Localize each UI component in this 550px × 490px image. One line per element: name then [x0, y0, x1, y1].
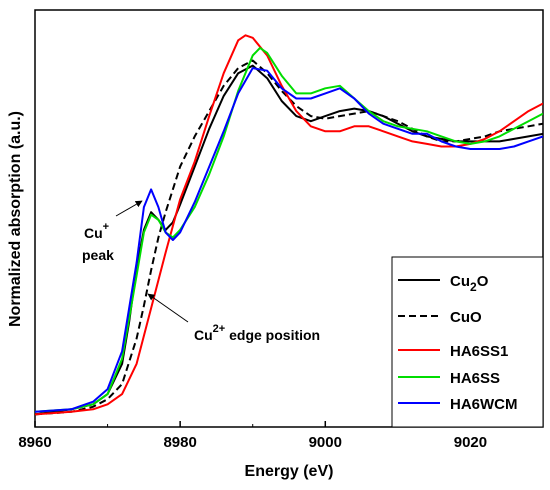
- annotation-cu2-main: Cu: [194, 327, 213, 343]
- annotation-cu-plus-label: Cu+: [84, 221, 109, 241]
- legend-box: [391, 256, 544, 428]
- x-tick-label-9000: 9000: [309, 434, 342, 451]
- legend: Cu2O CuO HA6SS1 HA6SS HA6WCM: [391, 256, 544, 428]
- series-line-ha6wcm: [35, 67, 543, 413]
- legend-label-ha6ss1: HA6SS1: [450, 343, 508, 360]
- annotation-cu2-sup: 2+: [213, 323, 226, 335]
- annotation-cu2-edge: Cu2+ edge position: [147, 293, 320, 343]
- annotation-cu-plus-arrow: [115, 200, 143, 217]
- legend-label-ha6wcm: HA6WCM: [450, 396, 518, 413]
- annotation-cu-plus-peak: Cu+ peak: [82, 200, 143, 263]
- x-ticks: 8960 8980 9000 9020: [18, 421, 487, 451]
- y-axis-title: Normalized absorption (a.u.): [7, 111, 24, 327]
- annotation-cu2-arrow: [147, 293, 189, 323]
- legend-cu2o-after: O: [477, 273, 489, 290]
- series-line-ha6ss: [35, 46, 543, 413]
- series-line-ha6ss1: [35, 34, 543, 416]
- annotation-cu-plus-main: Cu: [84, 225, 103, 241]
- legend-label-cuo: CuO: [450, 309, 482, 326]
- x-tick-label-8980: 8980: [163, 434, 196, 451]
- annotation-cu-plus-line2: peak: [82, 247, 114, 263]
- annotation-cu-plus-sup: +: [103, 221, 109, 233]
- x-tick-label-9020: 9020: [454, 434, 487, 451]
- legend-cu2o-sub: 2: [470, 280, 477, 294]
- series-layer: [35, 34, 543, 416]
- legend-cu2o-main: Cu: [450, 273, 470, 290]
- legend-label-ha6ss: HA6SS: [450, 370, 500, 387]
- x-axis-title: Energy (eV): [245, 463, 334, 480]
- annotation-cu2-label: Cu2+ edge position: [194, 323, 320, 343]
- legend-label-cu2o: Cu2O: [450, 273, 489, 294]
- annotation-cu2-after: edge position: [225, 327, 320, 343]
- x-tick-label-8960: 8960: [18, 434, 51, 451]
